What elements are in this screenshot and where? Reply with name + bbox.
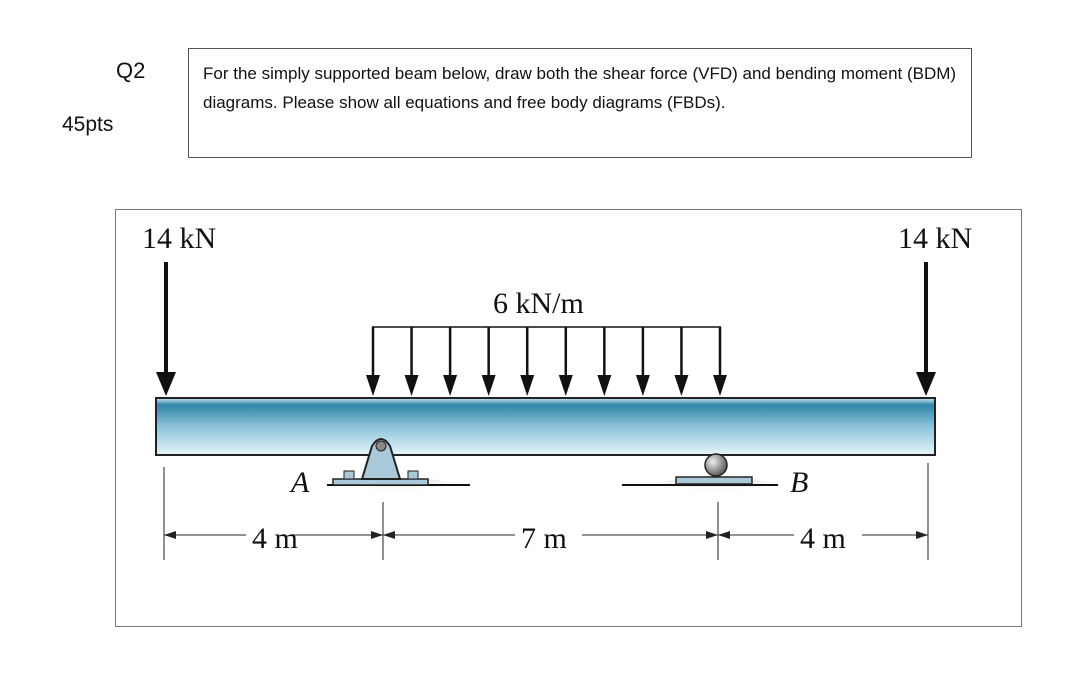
distributed-load-arrowhead [520, 375, 535, 396]
distributed-load-arrowhead [443, 375, 458, 396]
distributed-load-arrowhead [558, 375, 573, 396]
distributed-load-arrowhead [597, 375, 612, 396]
distributed-load-label: 6 kN/m [493, 287, 584, 320]
dimension-arrowhead [164, 531, 176, 539]
question-number: Q2 [116, 58, 146, 83]
beam [155, 397, 936, 456]
dimension-arrowhead [916, 531, 928, 539]
distributed-load-arrowhead [635, 375, 650, 396]
right-load-label: 14 kN [898, 222, 972, 255]
distributed-load-arrowhead [674, 375, 689, 396]
dimension-arrowhead [718, 531, 730, 539]
distributed-load-arrowhead [404, 375, 419, 396]
support-b-label: B [790, 466, 808, 499]
dimension-arrowhead [383, 531, 395, 539]
dimension-arrowhead [371, 531, 383, 539]
pin-support-a [320, 438, 470, 502]
distributed-load-arrowhead [481, 375, 496, 396]
support-a-label: A [289, 466, 310, 499]
distributed-load-arrows [366, 326, 727, 396]
left-load-label: 14 kN [142, 222, 216, 255]
left-point-load-arrow [156, 262, 176, 396]
distributed-load-arrowhead [366, 375, 380, 396]
dimension-lines [163, 463, 929, 560]
dimension-label-1: 4 m [252, 522, 298, 555]
question-prompt: For the simply supported beam below, dra… [188, 48, 972, 158]
question-points: 45pts [62, 113, 114, 136]
roller-support-b [622, 453, 790, 502]
dimension-arrowhead [706, 531, 718, 539]
distributed-load-arrowhead [713, 375, 727, 396]
right-point-load-arrow [916, 262, 936, 396]
dimension-label-3: 4 m [800, 522, 846, 555]
beam-figure [115, 209, 1022, 627]
dimension-label-2: 7 m [521, 522, 567, 555]
